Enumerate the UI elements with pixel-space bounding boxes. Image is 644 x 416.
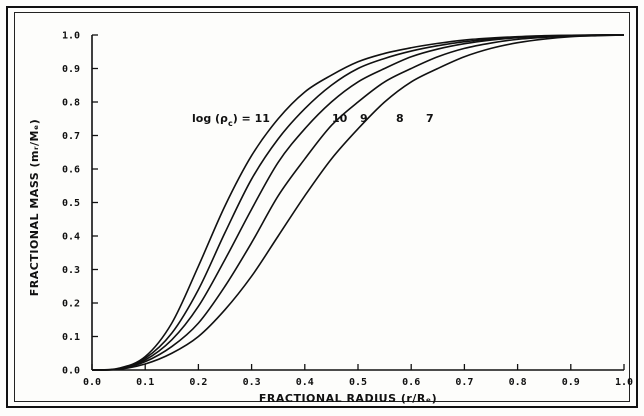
y-tick-label: 0.5 (62, 198, 80, 209)
y-tick-label: 0.3 (62, 265, 80, 276)
x-tick-label: 0.0 (83, 377, 101, 388)
x-tick-label: 0.8 (509, 377, 527, 388)
y-tick-label: 0.4 (62, 232, 80, 243)
x-tick-label: 0.9 (562, 377, 580, 388)
y-tick-label: 0.2 (62, 299, 80, 310)
series-line-11 (91, 34, 625, 371)
y-axis-label: FRACTIONAL MASS (mᵣ/Mₑ) (28, 119, 41, 296)
x-tick-label: 0.5 (349, 377, 367, 388)
curve-label-9: 9 (360, 112, 368, 125)
x-tick-label: 0.1 (136, 377, 154, 388)
y-tick-label: 0.1 (62, 332, 80, 343)
y-tick-label: 0.8 (62, 98, 80, 109)
series-line-7 (91, 34, 625, 371)
x-tick-label: 0.6 (402, 377, 420, 388)
curve-label-7: 7 (426, 112, 434, 125)
x-tick-label: 1.0 (615, 377, 633, 388)
x-tick-label: 0.3 (243, 377, 261, 388)
y-tick-label: 0.0 (62, 366, 80, 377)
y-tick-label: 0.9 (62, 64, 80, 75)
x-tick-label: 0.2 (189, 377, 207, 388)
y-tick-label: 1.0 (62, 31, 80, 42)
annotation-label: log (ρc) = 11 (192, 112, 270, 128)
x-tick-label: 0.7 (455, 377, 473, 388)
y-tick-label: 0.7 (62, 131, 80, 142)
series-line-8 (91, 34, 625, 371)
curve-label-8: 8 (396, 112, 404, 125)
y-tick-label: 0.6 (62, 165, 80, 176)
curve-label-10: 10 (332, 112, 348, 125)
series-line-9 (91, 34, 625, 371)
x-axis-label: FRACTIONAL RADIUS (r/Rₑ) (259, 392, 437, 405)
series-line-10 (91, 34, 625, 371)
x-tick-label: 0.4 (296, 377, 314, 388)
